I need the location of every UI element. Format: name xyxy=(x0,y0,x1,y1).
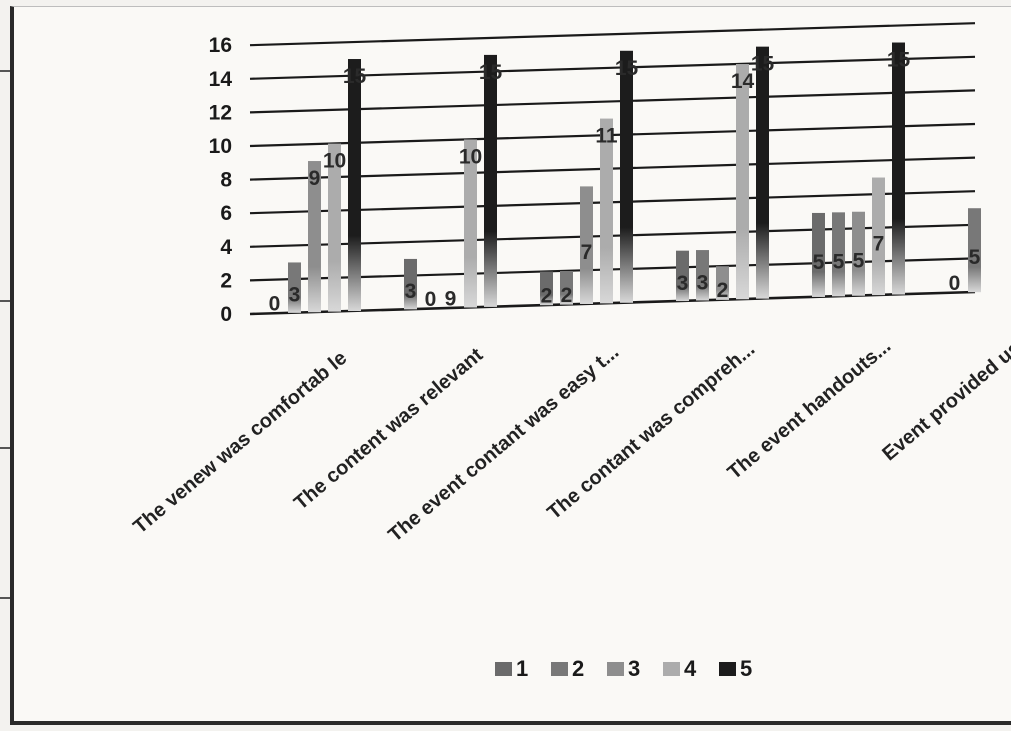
bar-4 xyxy=(600,118,613,304)
y-tick-label: 16 xyxy=(209,34,232,57)
bar-5 xyxy=(484,54,497,307)
bar-1 xyxy=(540,271,553,306)
bar-4 xyxy=(736,64,749,300)
y-tick-label: 8 xyxy=(220,169,232,192)
legend-label-2: 2 xyxy=(572,656,584,681)
data-label: 5 xyxy=(853,250,865,273)
data-label: 5 xyxy=(833,250,845,273)
bar-5 xyxy=(892,42,905,295)
legend-label-5: 5 xyxy=(740,656,752,681)
bar-1 xyxy=(676,250,689,302)
bar-2 xyxy=(696,250,709,301)
data-label: 7 xyxy=(581,241,593,264)
category-label: The contant was compreh... xyxy=(543,338,759,524)
bar-3 xyxy=(852,211,865,296)
data-label: 14 xyxy=(731,70,755,93)
data-label: 2 xyxy=(541,284,553,307)
data-label: 5 xyxy=(813,251,825,274)
bar-4 xyxy=(464,139,477,308)
frame-tick xyxy=(0,70,10,72)
frame-tick xyxy=(0,597,10,599)
data-label: 10 xyxy=(459,146,482,169)
data-label: 3 xyxy=(677,272,689,295)
data-label: 7 xyxy=(873,232,885,255)
data-label: 10 xyxy=(323,150,346,173)
y-tick-label: 0 xyxy=(220,303,232,326)
bar-1 xyxy=(404,258,417,310)
gridline xyxy=(249,22,976,47)
data-label: 2 xyxy=(561,284,573,307)
y-axis-ticks: 0 2 4 6 8 10 12 14 16 xyxy=(209,34,233,326)
gridline xyxy=(249,89,976,114)
bar-5 xyxy=(756,46,769,299)
y-tick-label: 14 xyxy=(209,68,233,91)
bar-3 xyxy=(580,186,593,304)
data-label: 3 xyxy=(405,280,417,303)
bar-3 xyxy=(716,266,729,300)
y-tick-label: 2 xyxy=(220,269,232,292)
data-label: 11 xyxy=(595,125,618,148)
data-label: 9 xyxy=(445,287,457,310)
bar-1 xyxy=(812,212,825,297)
bar-2 xyxy=(968,208,981,293)
data-label: 0 xyxy=(269,293,281,316)
legend-label-4: 4 xyxy=(684,656,697,681)
bar-5 xyxy=(620,50,633,303)
data-label: 15 xyxy=(615,57,639,80)
chart-frame xyxy=(10,6,1011,725)
bar-5 xyxy=(348,59,361,312)
category-label: The venew was comfortab le xyxy=(129,347,351,538)
data-label: 15 xyxy=(887,49,911,72)
legend-swatch-1 xyxy=(495,662,512,676)
data-label: 15 xyxy=(479,61,503,84)
y-tick-label: 4 xyxy=(220,236,232,259)
data-label: 5 xyxy=(969,246,981,269)
legend-swatch-2 xyxy=(551,662,568,676)
frame-tick xyxy=(0,447,10,449)
category-label: The event contant was easy t... xyxy=(384,341,623,546)
data-label: 0 xyxy=(425,288,437,311)
data-label: 15 xyxy=(343,65,367,88)
bar-4 xyxy=(328,143,341,312)
bar-2 xyxy=(560,270,573,305)
frame-tick xyxy=(0,300,10,302)
bar-2 xyxy=(288,262,301,313)
data-label: 0 xyxy=(949,272,961,295)
legend-label-1: 1 xyxy=(516,656,528,681)
bars xyxy=(288,42,981,313)
legend-swatch-5 xyxy=(719,662,736,676)
y-tick-label: 6 xyxy=(220,202,232,225)
data-label: 3 xyxy=(697,271,709,294)
bar-3 xyxy=(308,161,321,313)
y-tick-label: 12 xyxy=(209,101,232,124)
y-tick-label: 10 xyxy=(209,135,232,158)
legend-swatch-3 xyxy=(607,662,624,676)
bar-4 xyxy=(872,177,885,296)
bar-2 xyxy=(832,212,845,297)
data-label: 2 xyxy=(717,279,729,302)
legend-swatch-4 xyxy=(663,662,680,676)
legend: 1 2 3 4 5 xyxy=(495,656,752,681)
category-label: Event provided usr xyxy=(878,332,1011,465)
gridline xyxy=(249,55,976,80)
data-label: 3 xyxy=(289,284,301,307)
data-label: 9 xyxy=(309,167,321,190)
data-label: 15 xyxy=(751,53,775,76)
legend-label-3: 3 xyxy=(628,656,640,681)
